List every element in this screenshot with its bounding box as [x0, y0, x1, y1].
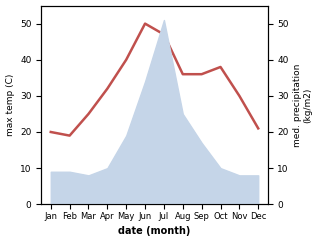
X-axis label: date (month): date (month) [118, 227, 191, 236]
Y-axis label: max temp (C): max temp (C) [5, 74, 15, 136]
Y-axis label: med. precipitation
(kg/m2): med. precipitation (kg/m2) [293, 63, 313, 147]
